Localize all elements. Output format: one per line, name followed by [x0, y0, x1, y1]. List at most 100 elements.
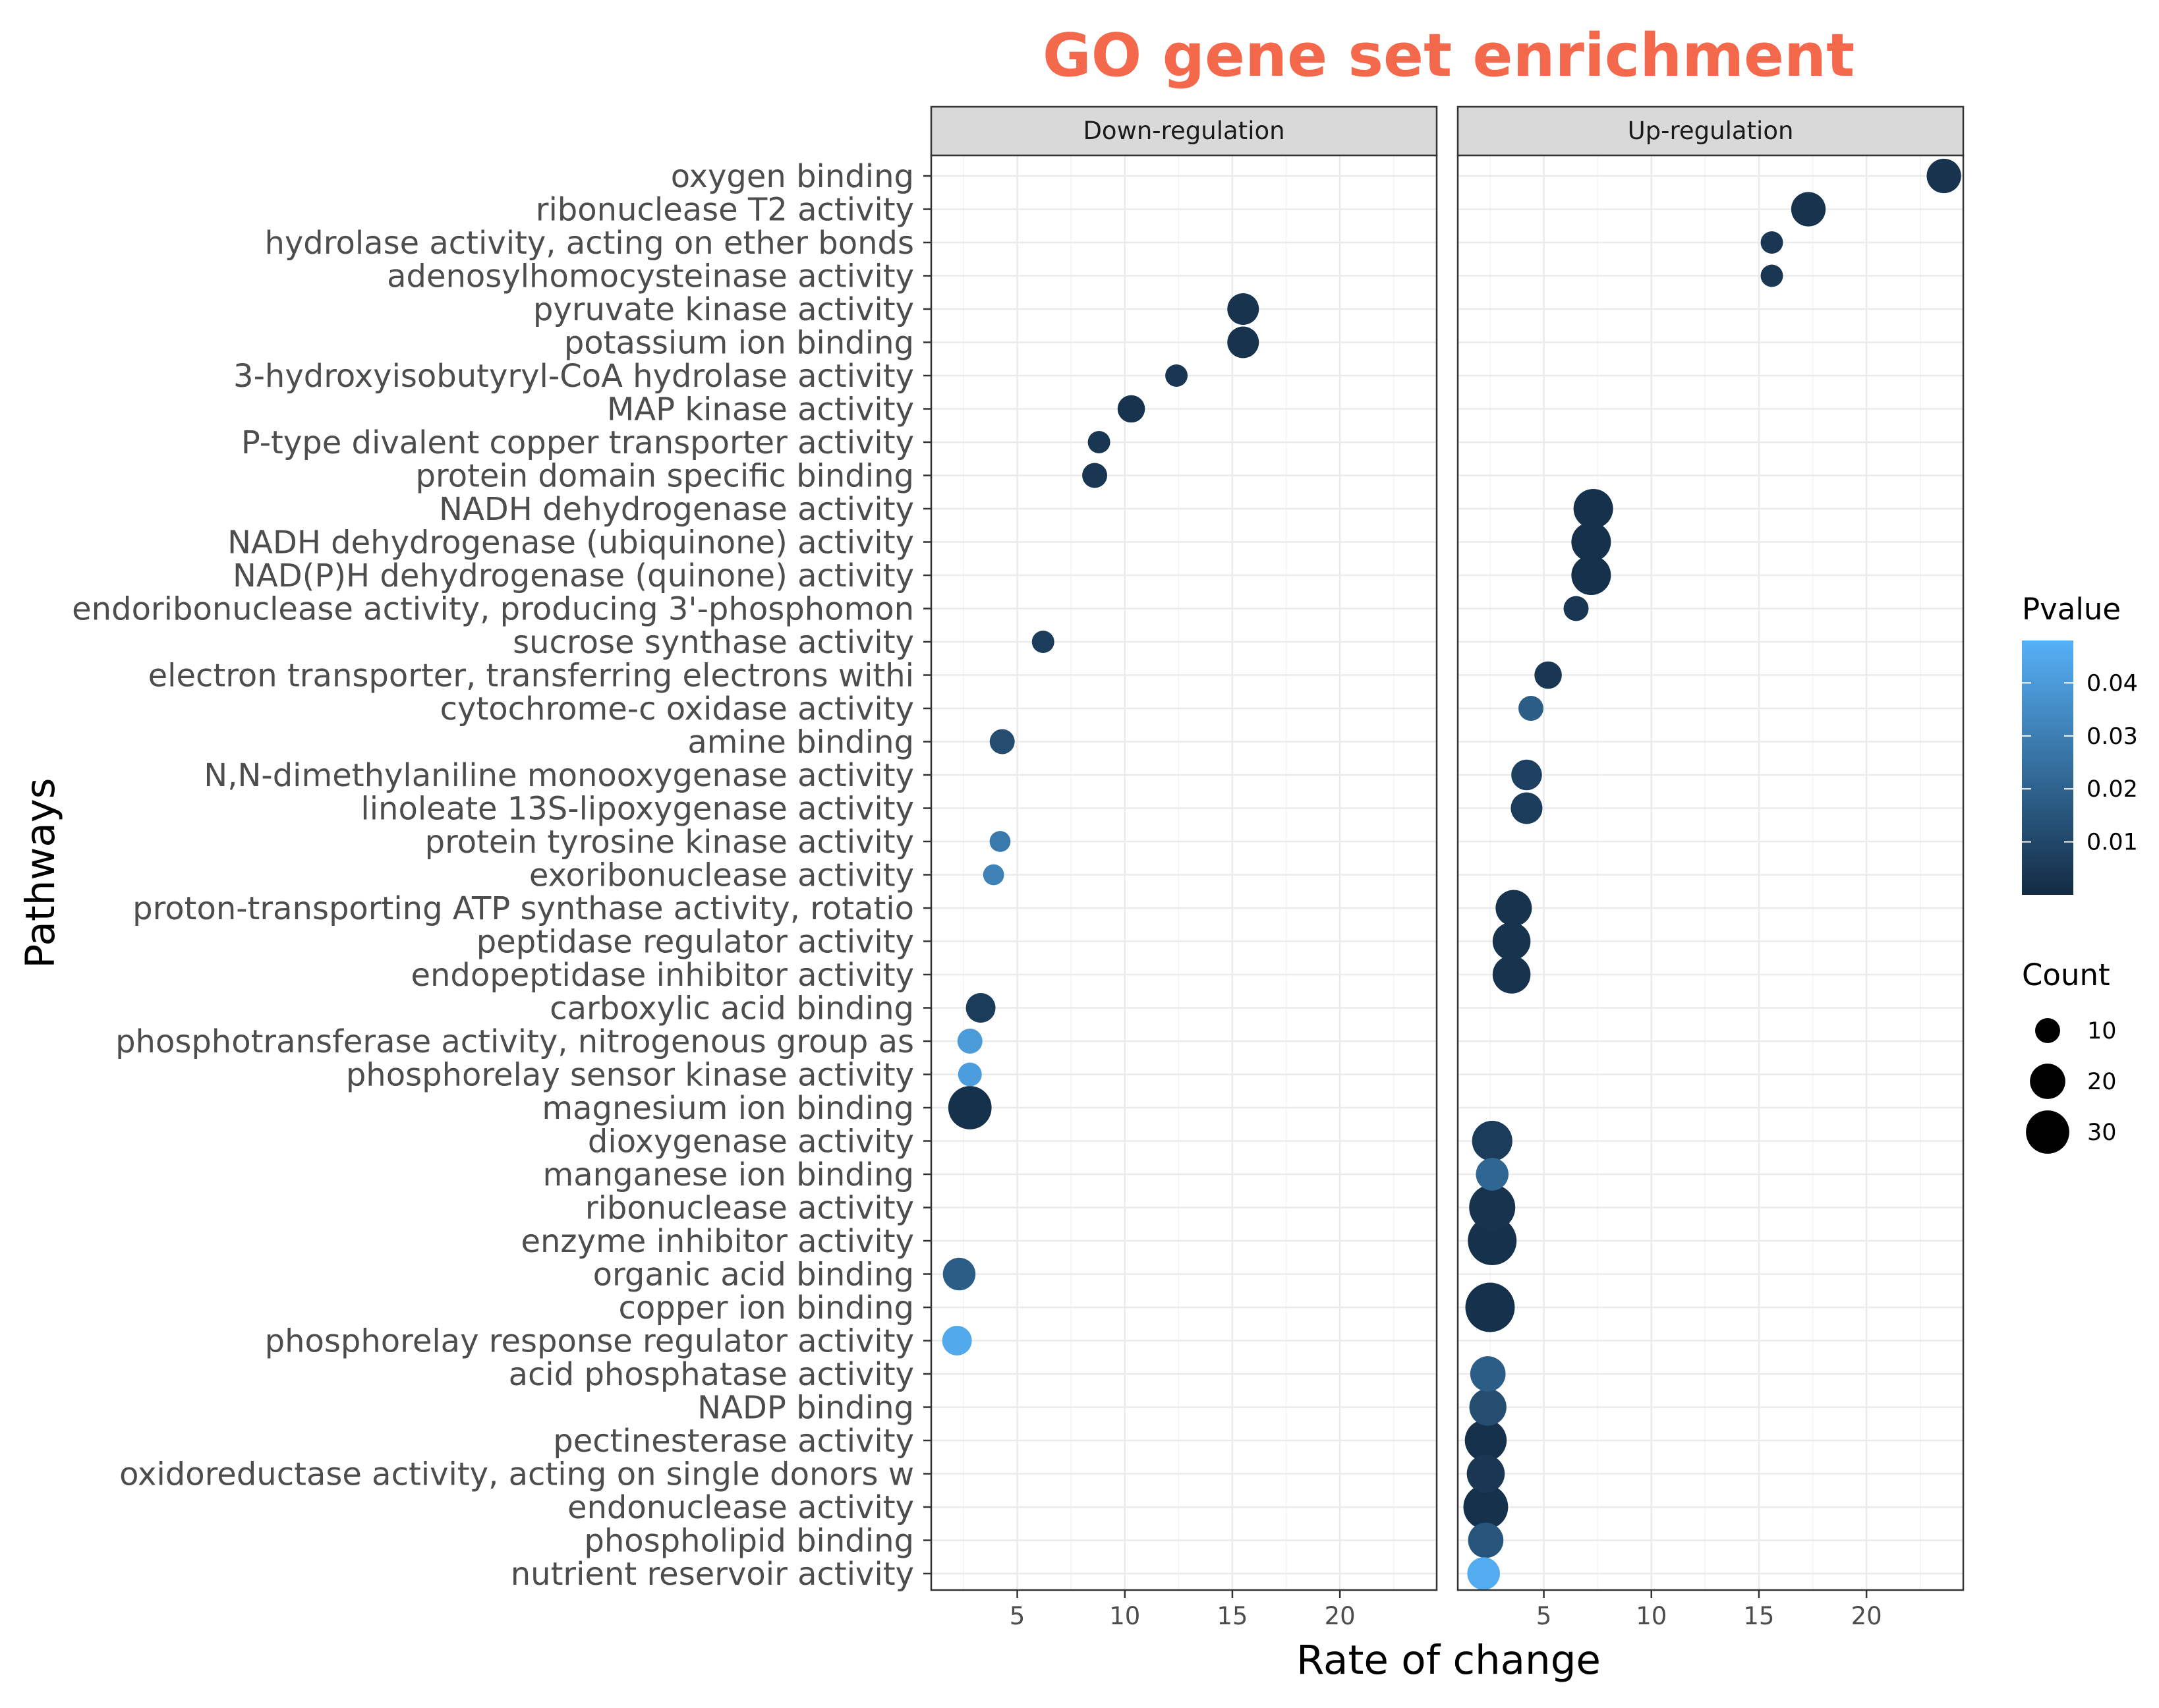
panel-down-regulation: Down-regulation 5 10 15 20	[930, 105, 1438, 1630]
x-tick-label: 5	[1536, 1602, 1552, 1630]
data-point	[942, 1326, 972, 1355]
panel-border	[1456, 154, 1965, 1591]
data-point	[965, 993, 996, 1023]
pathway-label: copper ion binding	[618, 1290, 914, 1326]
pathway-label: protein domain specific binding	[416, 458, 914, 495]
data-point	[1534, 661, 1562, 689]
data-point	[1082, 463, 1108, 488]
pathway-label: dioxygenase activity	[588, 1124, 914, 1160]
legend-count-title: Count	[2022, 957, 2110, 992]
colorbar-tick-label: 0.01	[2087, 830, 2138, 856]
data-point	[1926, 158, 1961, 194]
pathway-label: sucrose synthase activity	[513, 624, 914, 661]
pathway-label: phosphotransferase activity, nitrogenous…	[115, 1023, 914, 1060]
x-tick-label: 10	[1636, 1602, 1667, 1630]
data-point	[942, 1257, 976, 1291]
panel-up-regulation: Up-regulation 5 10 15 20	[1456, 105, 1965, 1630]
data-point	[989, 831, 1011, 852]
pathway-label: protein tyrosine kinase activity	[425, 824, 914, 861]
pathway-label: NADH dehydrogenase activity	[439, 491, 914, 528]
pathway-label: pectinesterase activity	[553, 1423, 914, 1460]
data-point	[948, 1086, 992, 1129]
data-point	[1463, 1485, 1509, 1529]
data-point	[1571, 555, 1611, 595]
pathway-label: 3-hydroxyisobutyryl-CoA hydrolase activi…	[233, 358, 914, 395]
pathway-label: phospholipid binding	[584, 1523, 914, 1560]
pathway-label: MAP kinase activity	[607, 391, 914, 428]
pathway-label: nutrient reservoir activity	[511, 1556, 914, 1593]
legend-size-key	[2035, 1018, 2060, 1043]
data-point	[1165, 364, 1188, 387]
panels-layer: Down-regulation 5 10 15 20 Up-regulation 5 10 15…	[930, 105, 1965, 1630]
panel-background	[931, 156, 1437, 1590]
y-axis-title: Pathways	[17, 778, 64, 968]
legend: Pvalue 0.04 0.03 0.02 0.01 Count 10 20 30	[2022, 592, 2138, 1154]
pathway-label: manganese ion binding	[542, 1156, 914, 1193]
x-tick-label: 10	[1109, 1602, 1140, 1630]
pathway-label: ribonuclease activity	[585, 1190, 914, 1227]
x-tick-label: 5	[1010, 1602, 1025, 1630]
panel-strip	[1456, 105, 1965, 157]
pathway-label: ribonuclease T2 activity	[536, 192, 914, 229]
data-point	[1518, 696, 1543, 721]
legend-pvalue-title: Pvalue	[2022, 592, 2121, 627]
pathway-label: P-type divalent copper transporter activ…	[241, 424, 914, 461]
legend-size-key	[2026, 1110, 2069, 1154]
pathway-label: phosphorelay response regulator activity	[265, 1323, 914, 1360]
pathway-label: oxygen binding	[671, 158, 914, 195]
colorbar-tick-label: 0.02	[2087, 776, 2138, 803]
panel-strip	[930, 105, 1438, 157]
x-tick-label: 15	[1743, 1602, 1774, 1630]
pathway-label: enzyme inhibitor activity	[521, 1223, 914, 1260]
data-point	[1227, 293, 1259, 325]
data-point	[1511, 792, 1543, 824]
pathway-label: adenosylhomocysteinase activity	[387, 258, 914, 295]
legend-size-label: 30	[2087, 1120, 2117, 1146]
pathway-label: amine binding	[687, 724, 914, 761]
panel-border	[930, 154, 1438, 1591]
pathway-label: magnesium ion binding	[542, 1090, 914, 1127]
data-point	[1469, 1388, 1507, 1426]
pathway-label: NAD(P)H dehydrogenase (quinone) activity	[233, 557, 914, 594]
data-point	[1467, 1557, 1500, 1590]
data-point	[1227, 326, 1259, 358]
x-axis-title: Rate of change	[1296, 1637, 1601, 1684]
pathway-label: proton-transporting ATP synthase activit…	[132, 890, 914, 927]
pathway-label: cytochrome-c oxidase activity	[440, 691, 914, 727]
data-point	[1117, 395, 1145, 423]
data-point	[1468, 1216, 1517, 1265]
data-point	[1087, 431, 1110, 453]
data-point	[1031, 631, 1054, 653]
panel-strip-label: Down-regulation	[1083, 117, 1284, 145]
legend-size-label: 10	[2087, 1018, 2117, 1044]
pathway-label: hydrolase activity, acting on ether bond…	[264, 225, 914, 262]
panel-strip-label: Up-regulation	[1628, 117, 1794, 145]
data-point	[1791, 192, 1826, 227]
pathway-label: potassium ion binding	[564, 325, 914, 362]
data-point	[1464, 1419, 1507, 1462]
pathway-label: endonuclease activity	[567, 1489, 914, 1526]
pathway-label: endopeptidase inhibitor activity	[411, 957, 914, 994]
pathway-label: NADH dehydrogenase (ubiquinone) activity	[227, 525, 914, 561]
colorbar-tick-label: 0.04	[2087, 670, 2138, 697]
pathway-label: NADP binding	[697, 1390, 914, 1427]
data-point	[957, 1029, 983, 1054]
chart-title: GO gene set enrichment	[1043, 21, 1855, 90]
pathway-label: oxidoreductase activity, acting on singl…	[119, 1456, 914, 1493]
data-point	[958, 1062, 982, 1087]
panel-background	[1458, 156, 1963, 1590]
pvalue-colorbar	[2022, 640, 2073, 895]
data-point	[1573, 489, 1613, 528]
pathway-label: acid phosphatase activity	[509, 1356, 914, 1393]
data-point	[1469, 1184, 1516, 1231]
pathway-label: organic acid binding	[593, 1257, 914, 1294]
data-point	[1470, 1356, 1506, 1392]
colorbar-tick-label: 0.03	[2087, 724, 2138, 750]
data-point	[1492, 955, 1531, 994]
data-point	[1492, 922, 1531, 961]
data-point	[1466, 1454, 1505, 1493]
pathway-label: N,N-dimethylaniline monooxygenase activi…	[204, 757, 914, 794]
data-point	[989, 729, 1015, 754]
